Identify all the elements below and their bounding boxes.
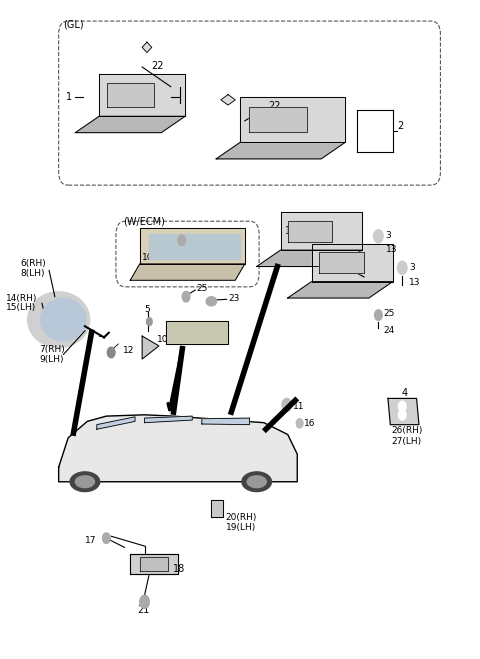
Polygon shape: [240, 96, 345, 142]
Text: 1: 1: [66, 92, 72, 101]
Text: 21: 21: [137, 606, 150, 616]
Polygon shape: [388, 399, 419, 424]
Circle shape: [296, 418, 303, 428]
Polygon shape: [144, 416, 192, 422]
Polygon shape: [211, 500, 223, 517]
Circle shape: [398, 409, 406, 420]
Circle shape: [108, 347, 115, 358]
Circle shape: [146, 318, 152, 326]
Text: 3: 3: [385, 231, 391, 240]
Text: 2: 2: [348, 264, 354, 274]
Ellipse shape: [41, 299, 86, 341]
Text: 7(RH): 7(RH): [39, 345, 65, 354]
Text: 13: 13: [409, 277, 421, 287]
Text: 10: 10: [156, 335, 168, 344]
Polygon shape: [130, 264, 245, 280]
Text: 13: 13: [385, 245, 397, 254]
Text: 28: 28: [164, 240, 175, 248]
Text: 17: 17: [85, 536, 97, 545]
Ellipse shape: [70, 472, 100, 492]
Text: (W/ECM): (W/ECM): [123, 216, 165, 226]
Polygon shape: [288, 221, 333, 242]
Text: (GL): (GL): [63, 19, 84, 30]
Ellipse shape: [247, 476, 266, 488]
Circle shape: [178, 235, 186, 246]
Polygon shape: [99, 74, 185, 116]
Text: 16: 16: [304, 420, 316, 428]
Text: 26(RH): 26(RH): [392, 426, 423, 435]
Text: 1: 1: [285, 226, 291, 236]
Polygon shape: [257, 250, 362, 266]
Text: 12: 12: [123, 346, 134, 355]
Polygon shape: [250, 107, 307, 132]
Circle shape: [373, 230, 383, 243]
Polygon shape: [221, 95, 235, 105]
Text: 15(LH): 15(LH): [6, 303, 36, 312]
Text: 3: 3: [409, 264, 415, 272]
Polygon shape: [75, 116, 185, 132]
Polygon shape: [142, 42, 152, 53]
Text: 25: 25: [383, 309, 395, 318]
Polygon shape: [281, 212, 362, 250]
Text: 25: 25: [196, 284, 207, 293]
Polygon shape: [149, 235, 240, 258]
Text: 8(LH): 8(LH): [21, 270, 45, 278]
Polygon shape: [130, 554, 178, 573]
Polygon shape: [142, 336, 159, 359]
Polygon shape: [97, 416, 135, 429]
Circle shape: [140, 595, 149, 608]
Text: 6(RH): 6(RH): [21, 260, 46, 268]
Text: 22: 22: [152, 61, 164, 71]
Polygon shape: [288, 281, 393, 298]
Circle shape: [374, 310, 382, 320]
Text: 9(LH): 9(LH): [39, 355, 64, 364]
Circle shape: [103, 533, 110, 544]
Text: 4: 4: [401, 388, 408, 398]
Text: 10: 10: [142, 253, 154, 262]
Text: 23: 23: [228, 293, 240, 302]
Text: 22: 22: [269, 101, 281, 111]
Ellipse shape: [75, 476, 95, 488]
Text: 20(RH): 20(RH): [226, 513, 257, 523]
Circle shape: [397, 261, 407, 274]
Polygon shape: [312, 244, 393, 281]
Ellipse shape: [242, 472, 272, 492]
Text: 19(LH): 19(LH): [226, 523, 256, 532]
Text: 5: 5: [144, 305, 150, 314]
Polygon shape: [140, 228, 245, 264]
Polygon shape: [166, 321, 228, 344]
Circle shape: [398, 401, 406, 411]
Polygon shape: [59, 415, 297, 482]
Circle shape: [182, 291, 190, 302]
Polygon shape: [202, 418, 250, 424]
Circle shape: [282, 399, 291, 411]
Polygon shape: [107, 83, 154, 107]
Text: 24: 24: [383, 326, 395, 335]
Text: 18: 18: [173, 564, 185, 574]
Polygon shape: [319, 252, 363, 273]
Text: 11: 11: [293, 403, 305, 411]
Ellipse shape: [28, 292, 90, 347]
Polygon shape: [140, 557, 168, 571]
Text: 2: 2: [397, 121, 404, 131]
Text: 27(LH): 27(LH): [392, 436, 422, 445]
Ellipse shape: [206, 297, 216, 306]
Polygon shape: [216, 142, 345, 159]
Text: 14(RH): 14(RH): [6, 293, 37, 302]
